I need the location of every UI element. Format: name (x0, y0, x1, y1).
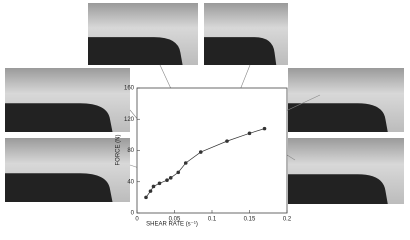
photo (5, 68, 130, 132)
data-point (144, 195, 148, 200)
x-tick-label: 0 (135, 217, 139, 223)
y-tick-label: 0 (131, 211, 135, 217)
data-point (165, 178, 169, 182)
data-point (262, 126, 267, 131)
data-point (225, 139, 229, 143)
x-tick-label: 0.15 (244, 217, 256, 223)
photo (288, 68, 404, 132)
data-point (247, 131, 252, 136)
photo (204, 3, 288, 65)
photo (88, 3, 198, 65)
data-point (148, 189, 153, 193)
photo (5, 138, 130, 202)
y-tick-label: 160 (124, 86, 135, 92)
photo (288, 138, 404, 204)
y-tick-label: 120 (124, 117, 135, 123)
y-tick-label: 80 (127, 148, 134, 154)
y-tick-label: 40 (127, 179, 134, 185)
plot: 0 40 80 120 160 0 0.05 0.1 0.15 0.2 (124, 86, 292, 223)
x-axis-label: SHEAR RATE (s⁻¹) (146, 222, 198, 228)
data-point (168, 176, 173, 180)
y-axis-label: FORCE (N) (116, 135, 122, 166)
data-point (183, 161, 188, 165)
data-point (157, 181, 162, 186)
x-tick-label: 0.2 (283, 217, 292, 223)
x-tick-label: 0.1 (208, 217, 217, 223)
data-point (176, 170, 181, 175)
x-tick-label: 0.05 (169, 217, 181, 223)
data-point (151, 184, 156, 189)
data-point (198, 150, 203, 154)
plot-frame (136, 87, 288, 214)
